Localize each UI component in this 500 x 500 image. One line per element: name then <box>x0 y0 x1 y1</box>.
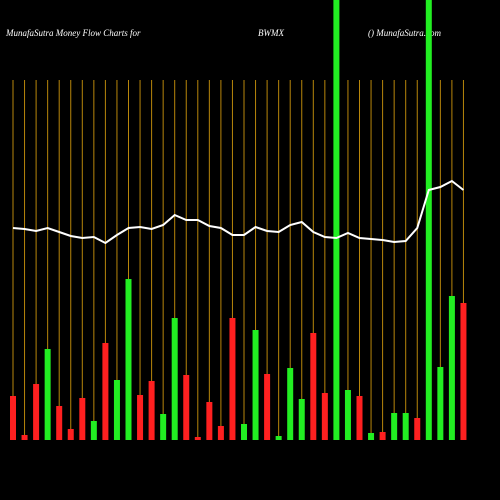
bar <box>460 303 467 440</box>
bar <box>391 413 398 440</box>
bar <box>368 433 375 440</box>
bar <box>160 414 167 440</box>
bar <box>217 426 224 440</box>
bar <box>344 390 351 440</box>
bar <box>275 436 282 440</box>
bar <box>229 318 236 440</box>
bar <box>287 368 294 440</box>
bar <box>125 279 132 440</box>
bar <box>298 399 305 440</box>
ticker: BWMX <box>258 28 284 38</box>
bar <box>10 396 16 440</box>
bar <box>206 402 213 440</box>
bar <box>44 349 51 440</box>
bar <box>437 367 444 440</box>
chart-title: MunafaSutra Money Flow Charts for <box>5 28 141 38</box>
bar <box>425 0 432 440</box>
bar <box>113 380 120 440</box>
bar <box>333 0 340 440</box>
bar <box>310 333 317 440</box>
bar <box>321 393 328 440</box>
bar <box>137 395 144 440</box>
bar <box>171 318 178 440</box>
source: () MunafaSutra.com <box>368 28 441 38</box>
bar <box>241 424 247 440</box>
bar <box>194 437 201 440</box>
bar <box>402 413 409 440</box>
bar <box>264 374 271 440</box>
bar <box>67 429 74 440</box>
bar <box>448 296 455 440</box>
bar <box>90 421 97 440</box>
money-flow-line <box>12 179 465 245</box>
bar <box>56 406 63 440</box>
bar <box>33 384 40 440</box>
bar <box>379 432 386 440</box>
bar <box>356 396 363 440</box>
bar <box>414 418 421 440</box>
bar <box>102 343 109 440</box>
bar <box>252 330 259 440</box>
bar <box>79 398 86 440</box>
bar <box>183 375 190 440</box>
bar <box>21 435 28 440</box>
bar <box>148 381 155 440</box>
